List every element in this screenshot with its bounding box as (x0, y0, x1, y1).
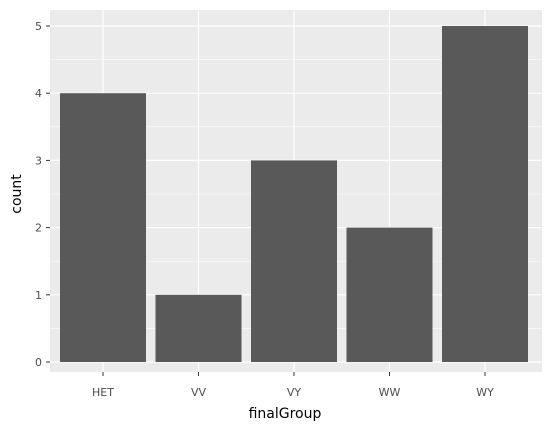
x-tick-label: VY (287, 386, 302, 399)
bars (60, 26, 528, 362)
x-tick-label: VV (191, 386, 207, 399)
bar-wy (442, 26, 528, 362)
x-axis-ticks: HET VV VY WW WY (92, 372, 494, 399)
bar-het (60, 93, 146, 362)
y-tick-label: 5 (35, 20, 42, 33)
y-tick-label: 2 (35, 222, 42, 235)
y-tick-label: 3 (35, 154, 42, 167)
bar-vy (251, 160, 337, 362)
y-tick-label: 0 (35, 356, 42, 369)
x-tick-label: WY (476, 386, 494, 399)
x-tick-label: WW (379, 386, 401, 399)
x-axis-title: finalGroup (249, 406, 322, 422)
bar-ww (346, 227, 433, 362)
y-axis-ticks: 0 1 2 3 4 5 (35, 20, 50, 369)
x-tick-label: HET (92, 386, 114, 399)
y-tick-label: 1 (35, 289, 42, 302)
y-tick-label: 4 (35, 87, 42, 100)
bar-vv (155, 294, 242, 362)
y-axis-title: count (9, 174, 25, 214)
